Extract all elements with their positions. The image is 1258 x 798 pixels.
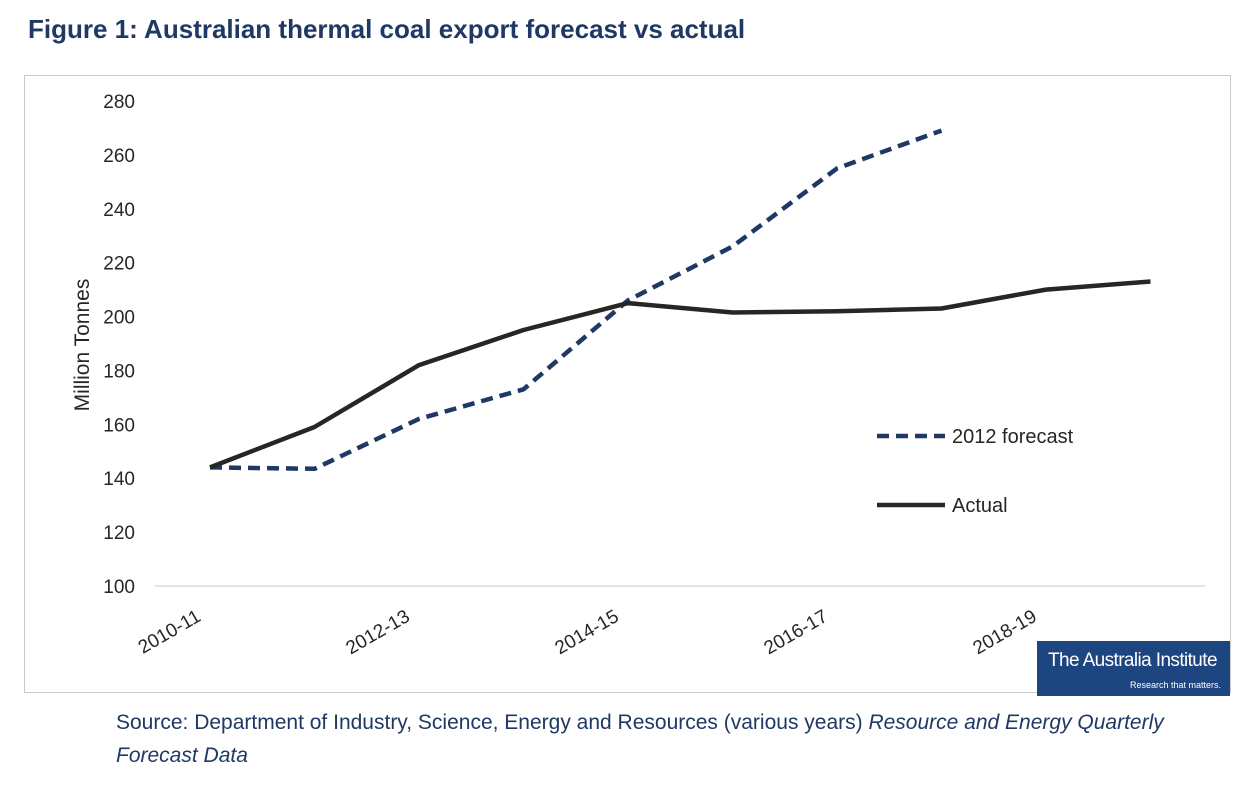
legend-label: Actual bbox=[952, 495, 1008, 517]
x-axis: 2010-11 2012-13 2014-15 2016-17 2018-19 bbox=[135, 606, 1041, 659]
y-tick-label: 280 bbox=[103, 92, 135, 113]
y-tick-label: 220 bbox=[103, 254, 135, 275]
series-line-forecast bbox=[209, 128, 943, 472]
y-tick-label: 140 bbox=[103, 469, 135, 490]
source-note: Source: Department of Industry, Science,… bbox=[116, 706, 1226, 772]
logo-wordmark: The Australia Institute bbox=[1048, 650, 1218, 671]
x-tick-label: 2018-19 bbox=[970, 606, 1041, 659]
x-tick-label: 2014-15 bbox=[552, 606, 623, 659]
series-layer bbox=[209, 128, 1151, 472]
source-dataset-title: Resource and Energy Quarterly Forecast D… bbox=[116, 711, 1164, 767]
legend: 2012 forecast Actual bbox=[877, 426, 1074, 517]
y-tick-label: 160 bbox=[103, 415, 135, 436]
y-tick-label: 180 bbox=[103, 361, 135, 382]
y-tick-label: 260 bbox=[103, 146, 135, 167]
y-axis-title: Million Tonnes bbox=[71, 279, 94, 412]
x-tick-label: 2016-17 bbox=[761, 606, 832, 659]
figure-title: Figure 1: Australian thermal coal export… bbox=[28, 14, 746, 44]
source-text: Source: Department of Industry, Science,… bbox=[116, 711, 869, 734]
series-line-actual bbox=[209, 279, 1151, 470]
legend-label: 2012 forecast bbox=[952, 426, 1074, 448]
y-axis: 100 120 140 160 180 200 220 240 260 280 bbox=[103, 92, 135, 598]
y-tick-label: 120 bbox=[103, 523, 135, 544]
chart-frame bbox=[24, 75, 1231, 693]
australia-institute-logo: The Australia Institute Research that ma… bbox=[1037, 641, 1230, 696]
y-tick-label: 200 bbox=[103, 308, 135, 329]
y-tick-label: 100 bbox=[103, 577, 135, 598]
x-tick-label: 2012-13 bbox=[343, 606, 414, 659]
y-tick-label: 240 bbox=[103, 200, 135, 221]
logo-tagline: Research that matters. bbox=[1129, 680, 1221, 690]
x-tick-label: 2010-11 bbox=[135, 606, 205, 658]
